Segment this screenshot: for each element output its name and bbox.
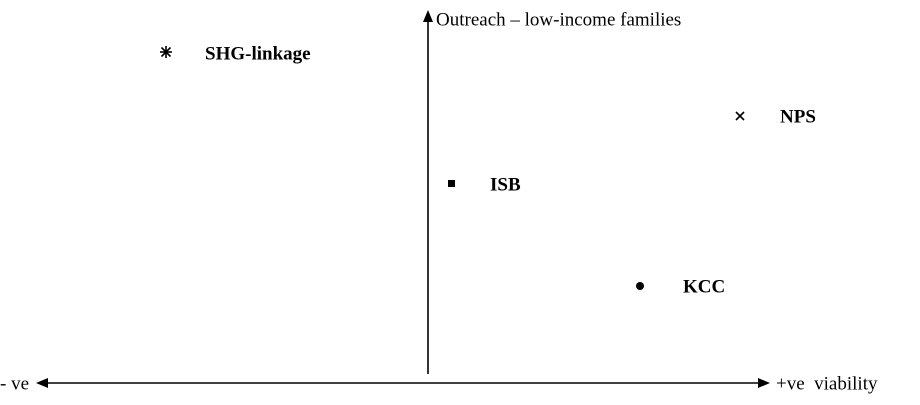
- y-axis-arrow: [423, 10, 433, 22]
- cross-marker: [735, 111, 745, 121]
- dot-marker: [636, 282, 644, 290]
- point-label: NPS: [780, 106, 816, 127]
- point-label: SHG-linkage: [205, 43, 311, 64]
- x-axis-left-label: - ve: [0, 373, 29, 394]
- point-label: ISB: [490, 174, 521, 195]
- point-label: KCC: [683, 276, 725, 297]
- square-marker: [448, 180, 455, 187]
- x-axis-right-label: +ve viability: [776, 373, 878, 394]
- x-axis-arrow-right: [758, 378, 770, 388]
- y-axis-label: Outreach – low-income families: [436, 9, 681, 30]
- star-marker: [160, 46, 172, 58]
- x-axis-arrow-left: [36, 378, 48, 388]
